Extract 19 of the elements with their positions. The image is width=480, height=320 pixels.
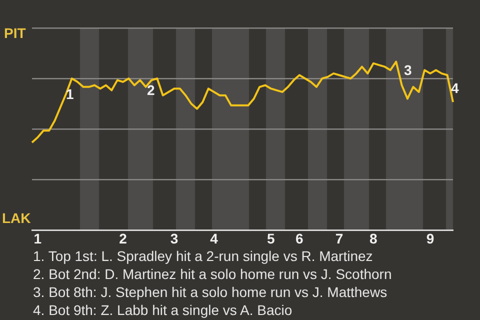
x-tick-label: 1 — [34, 230, 42, 246]
x-tick-label: 6 — [295, 230, 304, 246]
x-tick-label: 9 — [426, 230, 434, 246]
text: 4. Bot 9th: Z. Labb hit a single vs A. Bacio — [33, 301, 294, 319]
text: 3. Bot 8th: J. Stephen hit a solo home run vs J. Matthews — [33, 283, 388, 301]
x-tick-label: 4 — [210, 230, 218, 246]
x-tick-label: 2 — [119, 230, 128, 246]
text: 2. Bot 2nd: D. Martinez hit a solo home run vs J. Scothorn — [33, 265, 392, 283]
x-tick-label: 8 — [369, 230, 378, 246]
text: 1. Top 1st: L. Spradley hit a 2-run single vs R. Martinez — [33, 247, 374, 265]
annotation: 3 — [404, 62, 412, 78]
x-tick-label: 3 — [170, 230, 178, 246]
annotation: 1 — [66, 86, 74, 102]
x-tick-label: 7 — [335, 230, 344, 246]
annotation: 2 — [147, 82, 155, 98]
text: PIT — [4, 25, 26, 41]
x-tick-label: 5 — [267, 230, 276, 246]
annotation: 4 — [451, 80, 459, 96]
text: LAK — [2, 210, 31, 226]
